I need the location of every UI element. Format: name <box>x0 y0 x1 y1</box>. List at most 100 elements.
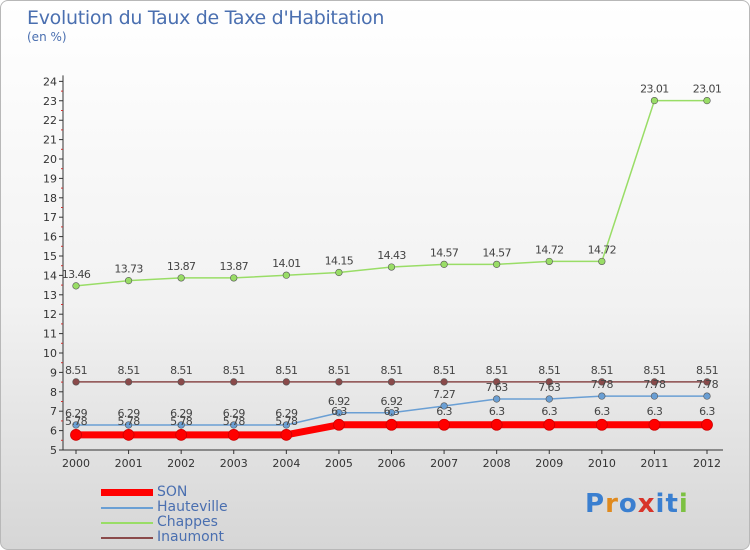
x-tick-label: 2010 <box>588 457 616 470</box>
data-label-son: 5.78 <box>65 415 88 428</box>
data-label-inaumont: 8.51 <box>696 364 718 377</box>
legend-swatch-son <box>101 489 153 496</box>
data-label-chappes: 14.43 <box>377 249 406 262</box>
logo-letter: t <box>665 489 679 519</box>
y-tick-label: 21 <box>43 134 57 147</box>
data-point-chappes <box>598 257 606 266</box>
legend-label-son: SON <box>157 484 188 500</box>
y-tick-label: 15 <box>43 250 57 263</box>
data-point-hauteville <box>493 395 501 403</box>
y-tick-label: 7 <box>50 405 57 418</box>
data-label-son: 6.3 <box>647 405 663 418</box>
data-label-hauteville: 6.92 <box>380 395 402 408</box>
data-point-chappes <box>545 257 553 266</box>
data-point-hauteville <box>387 409 396 417</box>
data-label-hauteville: 7.78 <box>643 378 666 391</box>
data-label-hauteville: 6.29 <box>223 407 246 420</box>
data-label-son: 6.3 <box>541 405 557 418</box>
legend-label-inaumont: Inaumont <box>157 529 225 545</box>
data-point-hauteville <box>282 421 290 429</box>
data-point-son <box>438 418 450 431</box>
data-point-chappes <box>440 260 448 268</box>
data-label-son: 6.3 <box>699 405 715 418</box>
data-point-son <box>175 428 188 441</box>
data-label-hauteville: 7.78 <box>696 378 719 391</box>
y-tick-label: 13 <box>43 289 57 302</box>
data-label-hauteville: 6.29 <box>170 407 193 420</box>
chart-subtitle: (en %) <box>27 30 67 44</box>
data-label-chappes: 14.72 <box>588 243 617 256</box>
data-label-hauteville: 7.63 <box>538 381 561 394</box>
data-label-inaumont: 8.51 <box>380 364 402 377</box>
data-point-hauteville <box>177 421 185 429</box>
data-label-son: 6.3 <box>384 405 400 418</box>
data-point-son <box>122 428 135 441</box>
data-point-hauteville <box>124 421 133 429</box>
legend-label-hauteville: Hauteville <box>157 499 228 515</box>
data-label-chappes: 14.01 <box>272 257 301 270</box>
data-point-son <box>543 418 556 431</box>
data-label-inaumont: 8.51 <box>538 364 560 377</box>
x-tick-label: 2009 <box>535 457 563 470</box>
proxiti-logo: Proxiti <box>585 489 689 519</box>
data-label-chappes: 13.87 <box>167 260 196 273</box>
data-point-son <box>595 418 608 431</box>
data-label-chappes: 14.15 <box>325 254 354 267</box>
x-tick-label: 2000 <box>62 457 90 470</box>
data-label-chappes: 23.01 <box>693 83 722 96</box>
data-label-inaumont: 8.51 <box>223 364 245 377</box>
x-tick-label: 2007 <box>430 457 458 470</box>
data-label-chappes: 13.73 <box>114 263 143 276</box>
legend-swatch-inaumont <box>101 537 153 539</box>
data-point-chappes <box>177 274 185 282</box>
y-tick-label: 11 <box>43 328 57 341</box>
data-label-son: 6.3 <box>436 405 452 418</box>
data-label-inaumont: 8.51 <box>433 364 455 377</box>
data-point-chappes <box>493 260 501 268</box>
data-label-chappes: 13.46 <box>62 268 91 281</box>
data-label-inaumont: 8.51 <box>486 364 508 377</box>
y-tick-label: 17 <box>43 211 57 224</box>
data-point-son <box>490 418 503 431</box>
data-label-inaumont: 8.51 <box>275 364 297 377</box>
data-point-son <box>385 418 398 431</box>
data-point-hauteville <box>72 421 80 429</box>
data-point-chappes <box>335 268 343 277</box>
y-tick-label: 12 <box>43 308 57 321</box>
data-point-inaumont <box>282 378 290 386</box>
data-point-hauteville <box>230 421 238 429</box>
y-tick-label: 16 <box>43 231 57 244</box>
y-tick-label: 19 <box>43 172 57 185</box>
data-label-hauteville: 7.78 <box>591 378 614 391</box>
data-label-son: 5.78 <box>275 415 298 428</box>
data-point-inaumont <box>545 378 553 386</box>
data-label-hauteville: 6.92 <box>328 395 350 408</box>
data-label-chappes: 23.01 <box>640 83 669 96</box>
y-tick-label: 6 <box>50 425 57 438</box>
data-label-son: 6.3 <box>489 405 505 418</box>
data-label-son: 6.3 <box>594 405 610 418</box>
y-tick-label: 24 <box>43 75 57 88</box>
data-point-inaumont <box>124 378 133 386</box>
data-point-inaumont <box>177 378 185 386</box>
data-point-chappes <box>72 282 80 290</box>
x-tick-label: 2005 <box>325 457 353 470</box>
data-point-chappes <box>282 271 290 279</box>
y-tick-label: 10 <box>43 347 57 360</box>
data-label-son: 5.78 <box>170 415 193 428</box>
y-tick-label: 22 <box>43 114 57 127</box>
y-tick-label: 20 <box>43 153 57 166</box>
data-point-hauteville <box>440 402 448 410</box>
x-tick-label: 2012 <box>693 457 721 470</box>
data-label-inaumont: 8.51 <box>643 364 665 377</box>
data-label-chappes: 13.87 <box>220 260 249 273</box>
data-point-hauteville <box>335 409 343 417</box>
y-tick-label: 5 <box>50 444 57 457</box>
data-point-inaumont <box>230 378 238 386</box>
data-point-inaumont <box>72 378 80 386</box>
x-tick-label: 2001 <box>115 457 143 470</box>
data-point-inaumont <box>493 378 501 386</box>
data-point-chappes <box>650 97 659 105</box>
